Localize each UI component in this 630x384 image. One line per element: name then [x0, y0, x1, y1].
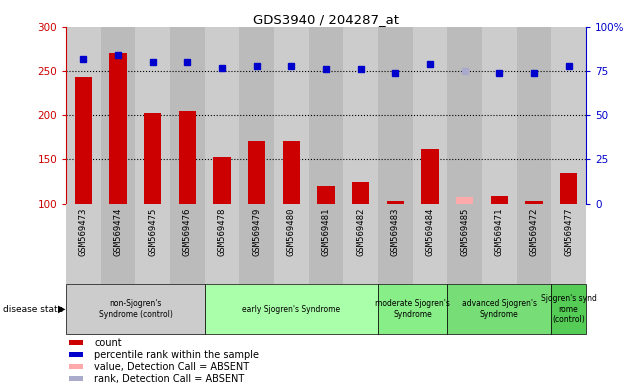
Bar [378, 204, 413, 284]
Bar [214, 157, 231, 204]
Text: GSM569485: GSM569485 [460, 208, 469, 256]
Bar [205, 27, 239, 204]
Text: GSM569479: GSM569479 [252, 208, 261, 256]
Bar [75, 77, 92, 204]
Bar [482, 27, 517, 204]
Text: GSM569484: GSM569484 [425, 208, 435, 256]
Text: GSM569475: GSM569475 [148, 208, 158, 256]
Bar [239, 204, 274, 284]
Bar [560, 174, 577, 204]
Bar [447, 284, 551, 334]
Bar [551, 204, 586, 284]
Text: GSM569478: GSM569478 [217, 208, 227, 256]
Bar [318, 186, 335, 204]
Text: GSM569477: GSM569477 [564, 208, 573, 256]
Text: percentile rank within the sample: percentile rank within the sample [94, 349, 259, 359]
Bar [66, 27, 101, 204]
Bar [378, 27, 413, 204]
Bar [170, 27, 205, 204]
Text: GSM569481: GSM569481 [321, 208, 331, 256]
Text: GSM569483: GSM569483 [391, 208, 400, 256]
Bar [447, 204, 482, 284]
Bar [517, 27, 551, 204]
Bar [170, 204, 205, 284]
Text: Sjogren's synd
rome
(control): Sjogren's synd rome (control) [541, 294, 597, 324]
Text: GSM569472: GSM569472 [529, 208, 539, 256]
Text: count: count [94, 338, 122, 348]
Bar [248, 141, 265, 204]
Text: GSM569480: GSM569480 [287, 208, 296, 256]
Bar [66, 284, 205, 334]
Bar [179, 111, 196, 204]
Bar [343, 204, 378, 284]
Bar [274, 204, 309, 284]
Bar [69, 340, 83, 345]
Text: value, Detection Call = ABSENT: value, Detection Call = ABSENT [94, 361, 249, 372]
Bar [205, 204, 239, 284]
Bar [482, 204, 517, 284]
Text: GSM569474: GSM569474 [113, 208, 123, 256]
Bar [101, 204, 135, 284]
Bar [309, 204, 343, 284]
Bar [283, 141, 300, 204]
Text: GSM569473: GSM569473 [79, 208, 88, 256]
Bar [309, 27, 343, 204]
Bar [205, 284, 378, 334]
Bar [517, 204, 551, 284]
Title: GDS3940 / 204287_at: GDS3940 / 204287_at [253, 13, 399, 26]
Bar [144, 113, 161, 204]
Bar [135, 204, 170, 284]
Bar [456, 197, 473, 204]
Text: non-Sjogren's
Syndrome (control): non-Sjogren's Syndrome (control) [98, 300, 173, 319]
Text: moderate Sjogren's
Syndrome: moderate Sjogren's Syndrome [375, 300, 450, 319]
Bar [101, 27, 135, 204]
Bar [378, 284, 447, 334]
Bar [69, 352, 83, 357]
Bar [352, 182, 369, 204]
Bar [491, 197, 508, 204]
Bar [66, 204, 101, 284]
Bar [525, 201, 542, 204]
Bar [110, 53, 127, 204]
Bar [413, 204, 447, 284]
Text: advanced Sjogren's
Syndrome: advanced Sjogren's Syndrome [462, 300, 537, 319]
Bar [343, 27, 378, 204]
Text: GSM569476: GSM569476 [183, 208, 192, 256]
Bar [421, 149, 438, 204]
Text: disease state: disease state [3, 305, 64, 314]
Bar [274, 27, 309, 204]
Bar [69, 364, 83, 369]
Text: rank, Detection Call = ABSENT: rank, Detection Call = ABSENT [94, 374, 244, 384]
Bar [239, 27, 274, 204]
Text: GSM569482: GSM569482 [356, 208, 365, 256]
Bar [69, 376, 83, 381]
Bar [551, 27, 586, 204]
Text: early Sjogren's Syndrome: early Sjogren's Syndrome [243, 305, 340, 314]
Bar [413, 27, 447, 204]
Bar [447, 27, 482, 204]
Bar [387, 201, 404, 204]
Bar [135, 27, 170, 204]
Bar [551, 284, 586, 334]
Text: ▶: ▶ [58, 304, 66, 314]
Text: GSM569471: GSM569471 [495, 208, 504, 256]
